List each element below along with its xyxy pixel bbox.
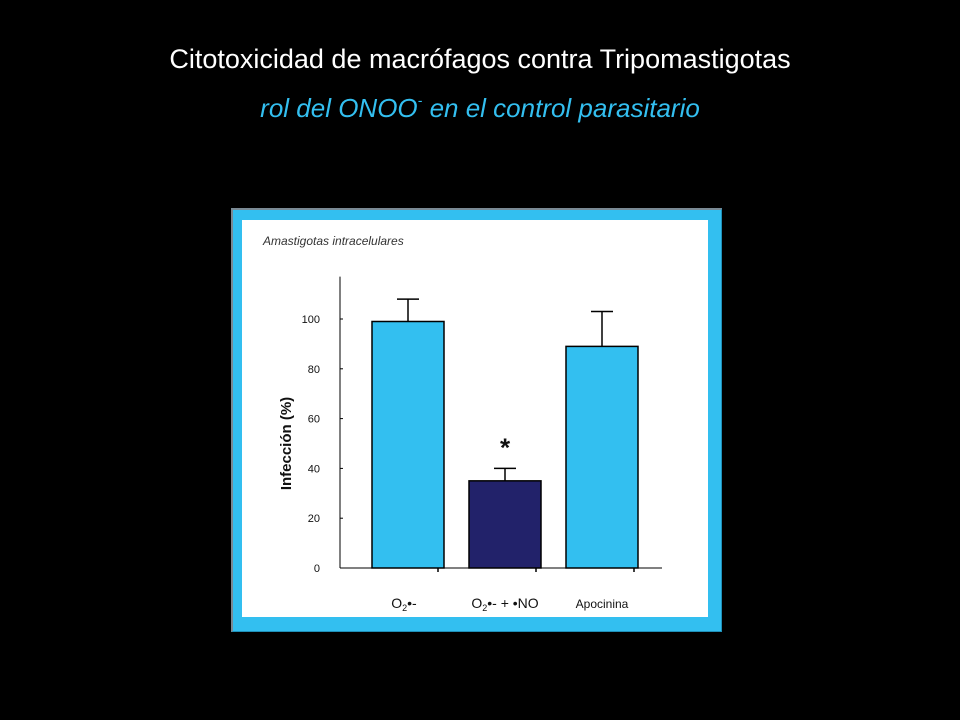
x-category-label: O2•-	[391, 595, 417, 613]
chart-panel: Amastigotas intracelulares 0 20 40 60 80 100 In…	[242, 220, 708, 617]
y-tick-label: 40	[308, 463, 320, 475]
chart-title: Amastigotas intracelulares	[262, 234, 404, 248]
y-tick-label: 60	[308, 414, 320, 426]
significance-asterisk: *	[500, 432, 511, 462]
slide-subtitle: rol del ONOO- en el control parasitario	[0, 92, 960, 124]
subtitle-superscript: -	[417, 92, 423, 108]
subtitle-main: rol del ONOO	[260, 93, 418, 123]
slide-title: Citotoxicidad de macrófagos contra Tripo…	[169, 44, 791, 74]
x-category-label: Apocinina	[576, 597, 629, 611]
bar-chart: Amastigotas intracelulares 0 20 40 60 80 100 In…	[262, 234, 662, 613]
y-axis-label: Infección (%)	[278, 397, 295, 490]
x-category-label: O2•- + •NO	[471, 595, 538, 613]
bar	[371, 320, 445, 569]
bar	[468, 480, 542, 569]
bar	[565, 345, 639, 569]
y-tick-label: 80	[308, 364, 320, 376]
y-tick-label: 20	[308, 513, 320, 525]
chart-frame: Amastigotas intracelulares 0 20 40 60 80 100 In…	[231, 208, 722, 632]
y-tick-label: 0	[314, 563, 320, 575]
subtitle-rest: en el control parasitario	[422, 93, 700, 123]
y-tick-label: 100	[302, 314, 320, 326]
